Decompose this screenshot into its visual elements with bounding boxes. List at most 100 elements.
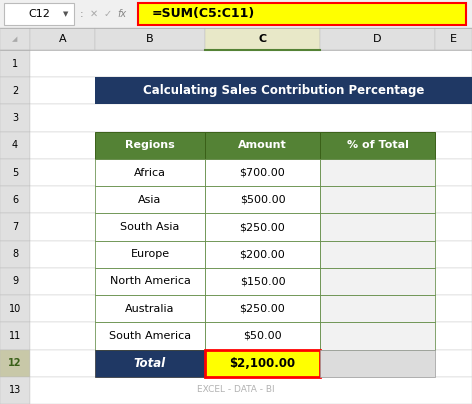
Bar (205, 159, 320, 186)
Text: $2,100.00: $2,100.00 (229, 357, 295, 370)
Bar (0, 241, 30, 268)
Text: Total: Total (134, 357, 166, 370)
Bar (0, 349, 30, 377)
Bar (0, 295, 30, 322)
Text: $200.00: $200.00 (240, 249, 286, 259)
Bar (0, 186, 30, 213)
Bar (205, 28, 320, 50)
Bar (95, 268, 205, 295)
Bar (95, 132, 205, 159)
Text: $50.00: $50.00 (243, 331, 282, 341)
Bar (95, 241, 205, 268)
Bar (320, 132, 435, 159)
Bar (205, 213, 320, 241)
Text: 3: 3 (12, 113, 18, 123)
Bar (138, 3, 466, 25)
Text: C12: C12 (28, 9, 50, 19)
Text: $700.00: $700.00 (240, 168, 286, 177)
Text: 5: 5 (12, 168, 18, 177)
Bar (95, 213, 205, 241)
Text: $250.00: $250.00 (240, 304, 286, 314)
Bar (30, 50, 472, 77)
Text: $250.00: $250.00 (240, 222, 286, 232)
Text: ✕: ✕ (90, 9, 98, 19)
Bar (30, 377, 472, 404)
Text: ▼: ▼ (63, 11, 69, 17)
Bar (320, 268, 435, 295)
Bar (320, 213, 435, 241)
Bar (0, 159, 30, 186)
Bar (30, 349, 472, 377)
Bar (0, 268, 30, 295)
Bar (30, 241, 472, 268)
Bar (30, 268, 472, 295)
Text: Calculating Sales Contribution Percentage: Calculating Sales Contribution Percentag… (143, 84, 424, 97)
Bar (0, 50, 30, 77)
Text: 7: 7 (12, 222, 18, 232)
Text: 6: 6 (12, 195, 18, 205)
Bar (320, 28, 435, 50)
Text: Australia: Australia (125, 304, 175, 314)
Bar (30, 322, 472, 349)
Text: 11: 11 (9, 331, 21, 341)
Bar (30, 28, 95, 50)
Text: EXCEL - DATA - BI: EXCEL - DATA - BI (197, 385, 275, 394)
Bar (95, 159, 205, 186)
Bar (30, 105, 472, 132)
Text: Asia: Asia (138, 195, 162, 205)
Bar (0, 105, 30, 132)
Text: 1: 1 (12, 59, 18, 69)
Text: B: B (146, 34, 154, 44)
Bar (0, 322, 30, 349)
Text: Europe: Europe (130, 249, 169, 259)
Bar (320, 295, 435, 322)
Text: South Asia: South Asia (120, 222, 180, 232)
Text: Amount: Amount (238, 140, 287, 150)
Text: C: C (259, 34, 267, 44)
Text: A: A (59, 34, 66, 44)
Bar (95, 28, 205, 50)
Bar (95, 349, 205, 377)
Bar (95, 322, 205, 349)
Text: South America: South America (109, 331, 191, 341)
Bar (205, 295, 320, 322)
Bar (205, 241, 320, 268)
Text: 13: 13 (9, 385, 21, 396)
Text: E: E (450, 34, 457, 44)
Bar (320, 322, 435, 349)
Text: 2: 2 (12, 86, 18, 96)
Bar (30, 213, 472, 241)
Text: % of Total: % of Total (346, 140, 408, 150)
Text: 12: 12 (8, 358, 22, 368)
Bar (30, 186, 472, 213)
Bar (30, 132, 472, 159)
Bar (0, 28, 30, 50)
Text: D: D (373, 34, 382, 44)
Text: 10: 10 (9, 304, 21, 314)
Text: ◢: ◢ (12, 36, 17, 42)
Bar (320, 159, 435, 186)
Bar (95, 295, 205, 322)
Bar (95, 77, 472, 105)
Bar (30, 159, 472, 186)
Bar (0, 28, 472, 50)
Text: $150.00: $150.00 (240, 276, 285, 286)
Bar (4, 3, 74, 25)
Bar (0, 213, 30, 241)
Bar (0, 132, 30, 159)
Text: North America: North America (110, 276, 190, 286)
Text: Regions: Regions (125, 140, 175, 150)
Text: Africa: Africa (134, 168, 166, 177)
Bar (0, 77, 30, 105)
Bar (320, 349, 435, 377)
Bar (205, 322, 320, 349)
Bar (30, 295, 472, 322)
Text: 8: 8 (12, 249, 18, 259)
Text: :: : (80, 9, 84, 19)
Bar (205, 268, 320, 295)
Bar (435, 28, 472, 50)
Bar (320, 241, 435, 268)
Bar (320, 186, 435, 213)
Bar (205, 132, 320, 159)
Text: 9: 9 (12, 276, 18, 286)
